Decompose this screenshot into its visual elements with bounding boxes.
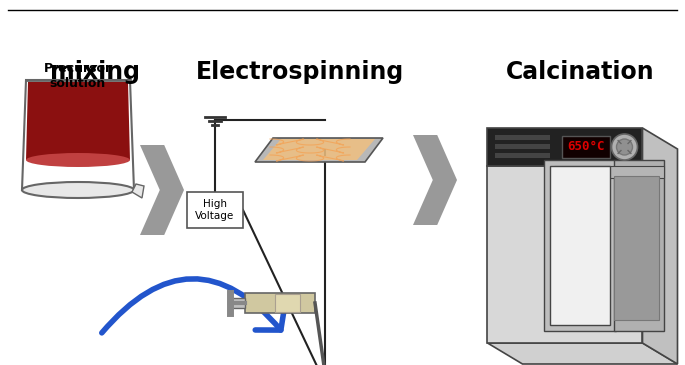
FancyArrowPatch shape [102,279,285,333]
Bar [187,192,243,228]
Polygon shape [643,128,677,364]
Polygon shape [26,82,130,160]
Bar [488,128,643,166]
Circle shape [616,139,632,155]
Ellipse shape [22,182,134,198]
Text: Calcination: Calcination [506,60,654,84]
Text: 650°C: 650°C [568,141,606,154]
Bar [495,144,551,149]
Polygon shape [255,138,383,162]
Text: mixing: mixing [50,60,140,84]
Bar [550,166,610,325]
Circle shape [612,134,638,160]
Bar [614,176,659,320]
Text: High
Voltage: High Voltage [195,199,235,221]
Bar [230,298,245,308]
Bar [495,135,551,140]
Bar [562,136,610,158]
Bar [614,160,664,331]
Bar [544,160,616,331]
Polygon shape [140,145,184,235]
Polygon shape [488,343,677,364]
Bar [275,294,300,312]
Text: Precursor
solution: Precursor solution [44,62,112,90]
Bar [495,153,551,158]
Polygon shape [413,135,457,225]
Polygon shape [132,184,144,198]
Bar [554,166,664,178]
Ellipse shape [26,153,130,167]
Bar [245,293,315,313]
Bar [488,166,643,343]
Text: Electrospinning: Electrospinning [196,60,404,84]
Polygon shape [263,139,375,160]
